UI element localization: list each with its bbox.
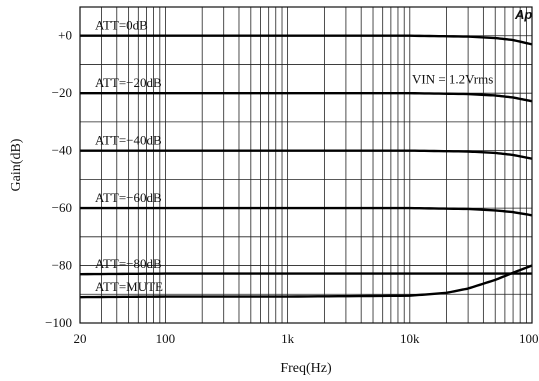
y-tick-label: −80 <box>52 258 72 273</box>
x-axis-label: Freq(Hz) <box>280 361 332 376</box>
series-line <box>79 264 533 299</box>
series-line <box>80 91 533 103</box>
plot-frame <box>79 6 533 324</box>
input-level-annotation: VIN = 1.2Vrms <box>412 72 493 87</box>
series-lines <box>79 34 533 299</box>
x-tick-label: 100k <box>519 331 539 346</box>
series-label: ATT=0dB <box>95 18 148 33</box>
series-label: ATT=−40dB <box>95 133 162 148</box>
series-line <box>80 34 533 46</box>
y-tick-label: +0 <box>58 28 72 43</box>
series-label: ATT=−60dB <box>95 190 162 205</box>
series-line <box>80 206 533 217</box>
y-tick-label: −60 <box>52 200 72 215</box>
x-tick-label: 20 <box>74 331 87 346</box>
x-tick-label: 10k <box>400 331 420 346</box>
grid <box>79 6 533 324</box>
y-axis-label: Gain(dB) <box>9 138 24 191</box>
x-tick-label: 100 <box>156 331 176 346</box>
y-axis-ticks: +0 −20 −40 −60 −80 −100 <box>45 28 72 330</box>
series-line <box>79 272 532 276</box>
series-line <box>80 149 533 160</box>
series-label: ATT=−80dB <box>95 256 162 271</box>
y-tick-label: −40 <box>52 143 72 158</box>
series-labels: ATT=0dB ATT=−20dB ATT=−40dB ATT=−60dB ATT=−8… <box>95 18 163 294</box>
x-tick-label: 1k <box>281 331 295 346</box>
series-label: ATT=−20dB <box>95 75 162 90</box>
ap-logo: Ap <box>514 7 532 22</box>
x-axis-ticks: 20 100 1k 10k 100k <box>74 331 539 346</box>
y-tick-label: −100 <box>45 315 72 330</box>
series-label: ATT=MUTE <box>95 279 163 294</box>
y-tick-label: −20 <box>52 85 72 100</box>
